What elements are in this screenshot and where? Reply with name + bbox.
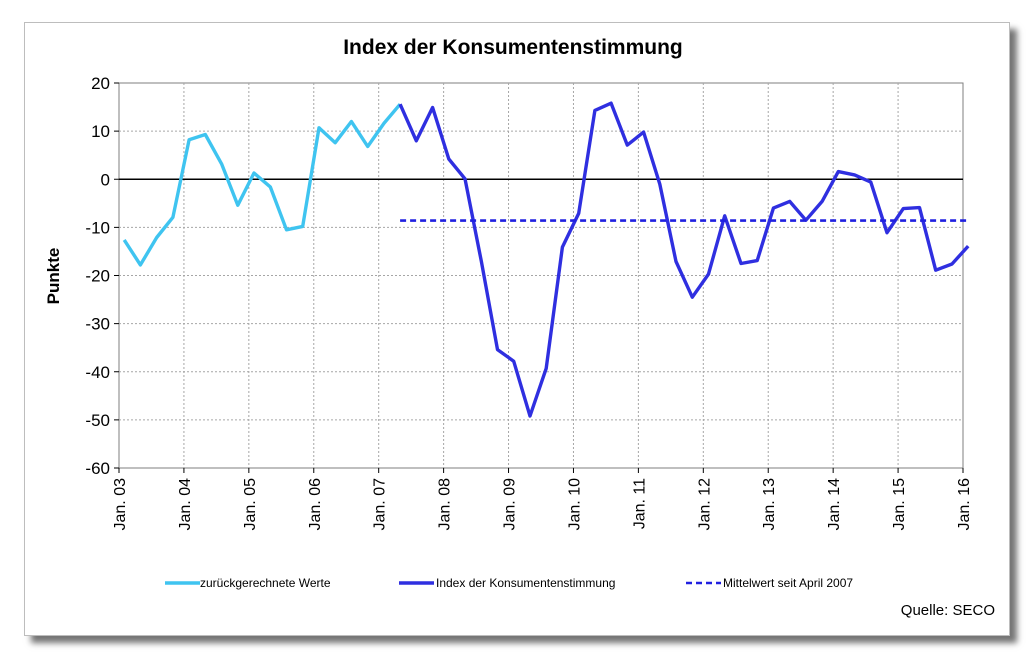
legend-label-0: zurückgerechnete Werte (200, 576, 331, 590)
y-tick-label: 10 (91, 122, 110, 141)
y-tick-label: -40 (85, 363, 110, 382)
y-tick-label: -50 (85, 411, 110, 430)
x-tick-label: Jan. 13 (761, 478, 778, 531)
source-note: Quelle: SECO (901, 602, 995, 619)
x-tick-label: Jan. 15 (891, 478, 908, 531)
legend: zurückgerechnete Werte Index der Konsumen… (165, 576, 853, 590)
y-tick-label: -20 (85, 267, 110, 286)
x-tick-label: Jan. 11 (631, 478, 648, 529)
x-tick-label: Jan. 16 (956, 478, 973, 531)
y-tick-label: 20 (91, 74, 110, 93)
series-line-0 (122, 103, 402, 267)
x-tick-label: Jan. 08 (437, 478, 454, 531)
legend-label-1: Index der Konsumentenstimmung (436, 576, 615, 590)
chart-frame: 20 10 0 -10 -20 -30 -40 -50 -60 Jan. 03 Jan. 04 Ja… (24, 22, 1010, 636)
series-line-1 (398, 101, 970, 418)
data-series (122, 101, 970, 418)
y-tick-label: 0 (101, 170, 110, 189)
y-axis-ticks: 20 10 0 -10 -20 -30 -40 -50 -60 (85, 74, 119, 478)
x-tick-label: Jan. 03 (112, 478, 129, 531)
x-axis-ticks: Jan. 03 Jan. 04 Jan. 05 Jan. 06 Jan. 07 Jan. … (112, 468, 973, 530)
chart-title: Index der Konsumentenstimmung (343, 36, 683, 59)
y-tick-label: -60 (85, 459, 110, 478)
x-tick-label: Jan. 12 (696, 478, 713, 531)
legend-label-2: Mittelwert seit April 2007 (723, 576, 853, 590)
x-tick-label: Jan. 04 (177, 478, 194, 531)
x-tick-label: Jan. 09 (502, 478, 519, 531)
y-tick-label: -30 (85, 315, 110, 334)
y-tick-label: -10 (85, 218, 110, 237)
x-tick-label: Jan. 06 (307, 478, 324, 531)
x-tick-label: Jan. 05 (242, 478, 259, 531)
x-tick-label: Jan. 07 (372, 478, 389, 531)
x-tick-label: Jan. 10 (566, 478, 583, 531)
x-tick-label: Jan. 14 (826, 478, 843, 531)
y-axis-label: Punkte (44, 248, 63, 305)
